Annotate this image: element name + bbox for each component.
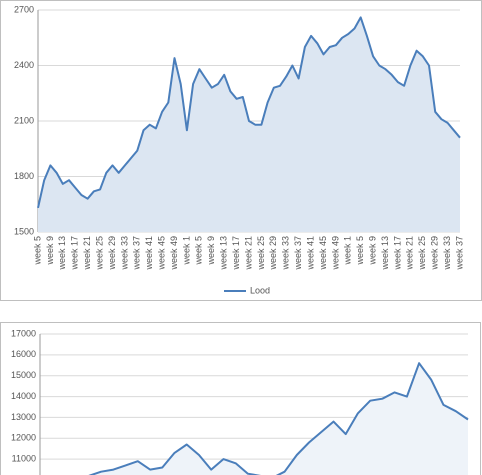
x-tick-label: week 13 — [219, 236, 229, 271]
x-tick-label: week 41 — [144, 236, 154, 271]
x-tick-label: week 21 — [82, 236, 92, 271]
x-tick-label: week 33 — [119, 236, 129, 271]
x-tick-label: week 33 — [281, 236, 291, 271]
y-tick-label: 11000 — [12, 454, 36, 464]
x-tick-label: week 21 — [405, 236, 415, 271]
x-tick-label: week 1 — [343, 236, 353, 266]
y-tick-label: 1800 — [14, 171, 34, 181]
x-tick-label: week 33 — [442, 236, 452, 271]
x-tick-label: week 37 — [454, 236, 464, 271]
y-tick-label: 16000 — [11, 349, 36, 359]
x-tick-label: week 37 — [293, 236, 303, 271]
x-tick-label: week 9 — [206, 236, 216, 266]
y-tick-label: 2400 — [14, 60, 34, 70]
y-tick-label: 13000 — [11, 412, 36, 422]
x-tick-label: week 37 — [132, 236, 142, 271]
x-tick-label: week 45 — [156, 236, 166, 271]
x-tick-label: week 5 — [194, 236, 204, 266]
x-tick-label: week 17 — [231, 236, 241, 271]
x-tick-label: week 25 — [94, 236, 104, 271]
y-tick-label: 2100 — [14, 115, 34, 125]
x-tick-label: week 21 — [243, 236, 253, 271]
x-tick-label: week 29 — [268, 236, 278, 271]
y-tick-label: 17000 — [11, 328, 36, 338]
x-tick-label: week 49 — [169, 236, 179, 271]
x-tick-label: week 29 — [430, 236, 440, 271]
x-tick-label: week 13 — [380, 236, 390, 271]
x-tick-label: week 49 — [330, 236, 340, 271]
x-tick-label: week 29 — [107, 236, 117, 271]
x-tick-label: week 17 — [392, 236, 402, 271]
y-tick-label: 1500 — [14, 226, 34, 236]
x-tick-label: week 1 — [181, 236, 191, 266]
y-tick-label: 2700 — [14, 4, 34, 14]
x-tick-label: week 41 — [305, 236, 315, 271]
y-tick-label: 14000 — [11, 391, 36, 401]
x-tick-label: week 17 — [70, 236, 80, 271]
x-tick-label: week 25 — [256, 236, 266, 271]
x-tick-label: week 45 — [318, 236, 328, 271]
area — [38, 17, 460, 233]
x-tick-label: week 5 — [32, 236, 42, 266]
x-tick-label: week 25 — [417, 236, 427, 271]
y-tick-label: 15000 — [11, 370, 36, 380]
legend-label: Lood — [250, 285, 270, 295]
x-tick-label: week 13 — [57, 236, 67, 271]
x-tick-label: week 5 — [355, 236, 365, 266]
x-tick-label: week 9 — [45, 236, 55, 266]
area — [91, 363, 468, 475]
x-tick-label: week 9 — [367, 236, 377, 266]
y-tick-label: 12000 — [11, 433, 36, 443]
line — [37, 16, 461, 209]
